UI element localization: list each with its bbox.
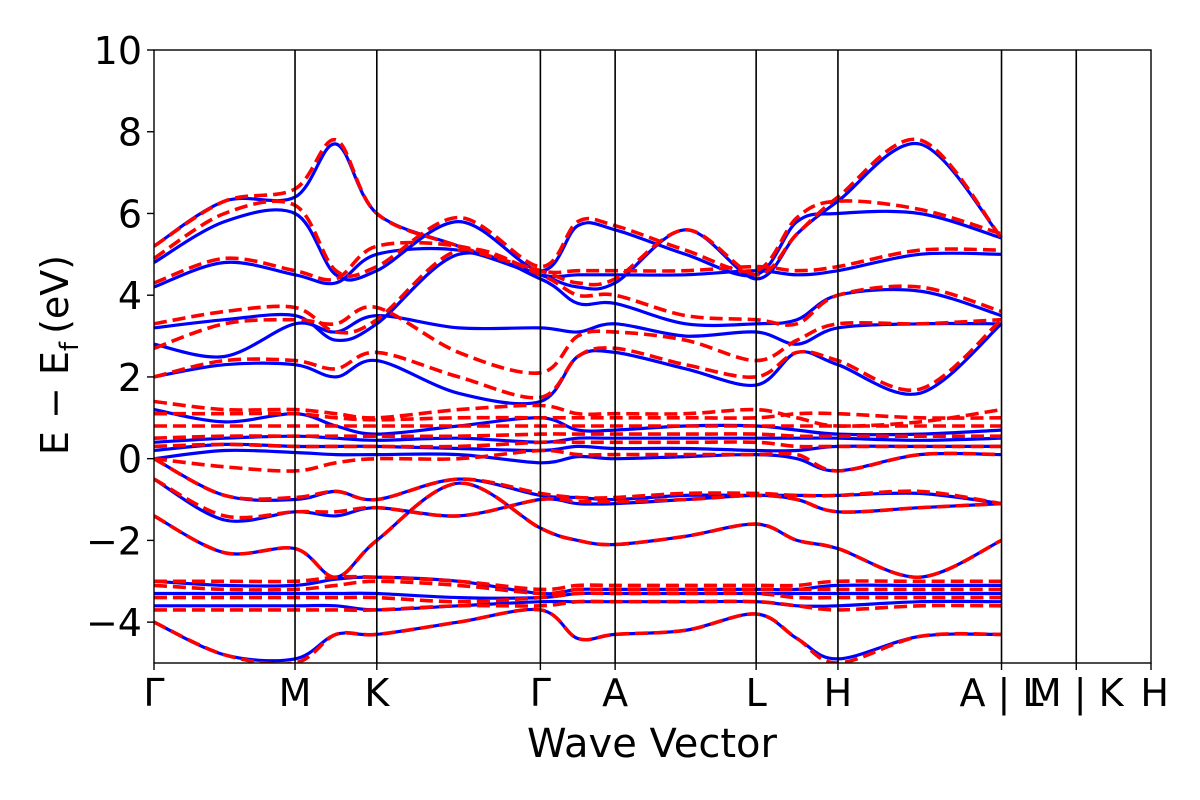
y-tick-label: 0 — [118, 438, 142, 482]
dashed-band-line — [154, 599, 1002, 613]
solid-band-line — [154, 313, 1002, 359]
x-tick-label: K — [364, 671, 390, 715]
y-axis-ticks: −4 −2 0 2 4 6 8 10 — [86, 29, 154, 645]
x-axis-label: Wave Vector — [527, 721, 778, 767]
y-axis-label-unit: (eV) — [33, 255, 77, 334]
solid-band-line — [154, 142, 1003, 291]
dashed-band-line — [154, 399, 1002, 428]
dashed-band-line — [154, 579, 1002, 596]
y-tick-label: 6 — [118, 192, 142, 236]
x-tick-label: M | K — [1029, 671, 1125, 716]
solid-band-line — [154, 246, 1002, 289]
dashed-band-line — [154, 199, 1003, 278]
high-symmetry-lines — [294, 50, 1078, 663]
dashed-band-line — [154, 477, 1002, 520]
y-tick-label: 2 — [118, 356, 142, 400]
y-axis-label-main: E − E — [33, 351, 77, 455]
y-tick-label: −4 — [86, 601, 142, 645]
dashed-band-line — [154, 440, 1002, 449]
solid-band-line — [154, 442, 1002, 453]
dashed-band-line — [154, 247, 1003, 335]
dashed-band-line — [154, 432, 1002, 440]
dashed-band-line — [154, 240, 1002, 285]
y-axis-label-subscript: f — [55, 341, 85, 351]
y-tick-label: −2 — [86, 519, 142, 563]
dashed-band-line — [154, 457, 1002, 506]
solid-band-line — [154, 208, 1002, 282]
solid-band-line — [154, 251, 1002, 343]
solid-band-line — [154, 481, 1003, 579]
dashed-band-line — [154, 411, 1002, 422]
dashed-band-line — [154, 448, 1002, 473]
dashed-band-line — [154, 304, 1002, 376]
y-tick-label: 10 — [94, 29, 142, 73]
dashed-band-line — [154, 574, 1002, 592]
x-tick-label: A | L — [959, 671, 1043, 716]
x-tick-label: H — [824, 671, 853, 715]
x-axis-ticks: Γ M K Γ A L H A | LM | K H — [143, 663, 1169, 716]
y-tick-label: 8 — [118, 111, 142, 155]
x-tick-label: Γ — [143, 671, 164, 715]
x-tick-label: L — [746, 671, 767, 715]
plot-frame — [153, 49, 1152, 664]
y-axis-label: E − Ef (eV) — [33, 255, 85, 455]
dashed-band-line — [154, 591, 1002, 604]
y-tick-label: 4 — [118, 274, 142, 318]
bands-layer — [154, 137, 1003, 663]
x-tick-label: M — [279, 671, 312, 715]
x-tick-label: Γ — [530, 671, 551, 715]
x-tick-label: H — [1140, 671, 1169, 715]
solid-band-line — [154, 607, 1002, 663]
x-tick-label: A — [602, 671, 628, 715]
